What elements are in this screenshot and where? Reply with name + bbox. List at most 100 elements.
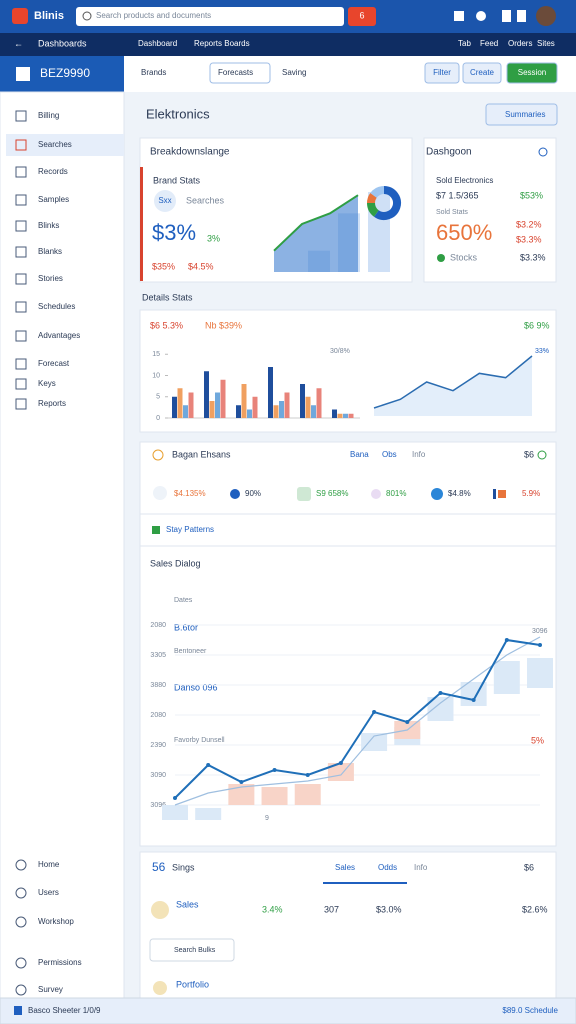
bar <box>337 413 343 418</box>
value: $2.6% <box>522 904 548 914</box>
summary-button[interactable] <box>485 103 558 126</box>
status-icon <box>537 450 547 460</box>
nav-icon <box>15 957 27 969</box>
sidebar-item[interactable]: Workshop <box>38 917 74 926</box>
stat: $4.135% <box>174 489 206 498</box>
toolbar-button[interactable] <box>462 62 502 84</box>
sidebar-item[interactable]: Blinks <box>38 221 59 230</box>
bar <box>268 367 273 418</box>
element <box>273 186 401 272</box>
sidebar-item[interactable]: Reports <box>38 399 66 408</box>
sidebar-item[interactable]: Advantages <box>38 331 80 340</box>
logo <box>12 8 28 24</box>
tab[interactable]: Bana <box>350 450 369 459</box>
y-tick-label: 3880 <box>150 682 166 689</box>
sidebar-item[interactable]: Survey <box>38 985 63 994</box>
sidebar-item[interactable]: Forecast <box>38 359 70 368</box>
point <box>239 780 244 785</box>
nav-icon <box>15 887 27 899</box>
search-box[interactable] <box>76 7 344 26</box>
annotation: Danso 096 <box>174 682 218 692</box>
sidebar-item[interactable]: Searches <box>38 140 72 149</box>
tab[interactable]: Info <box>412 450 426 459</box>
back-arrow: ← <box>14 38 23 48</box>
line <box>174 638 541 799</box>
icon <box>151 901 169 919</box>
sidebar-item[interactable]: Users <box>38 888 59 897</box>
label: Stay Patterns <box>166 525 214 534</box>
sidebar-item[interactable]: Samples <box>38 195 69 204</box>
stat: 5.9% <box>522 489 540 498</box>
y-tick-label: 10 <box>152 372 160 379</box>
chip-label: Sxx <box>158 196 171 205</box>
range-box <box>527 658 553 688</box>
point <box>504 638 509 642</box>
y-tick-label: 2080 <box>150 712 166 719</box>
nav-icon <box>15 859 27 871</box>
toolbar-button[interactable] <box>506 62 558 84</box>
dot <box>230 489 240 499</box>
card-title: Sales Dialog <box>150 558 201 568</box>
button-label[interactable]: Create <box>470 68 495 77</box>
label: 3096 <box>532 628 548 635</box>
sidebar-item[interactable]: Permissions <box>38 958 82 967</box>
sidebar-item[interactable]: Home <box>38 860 60 869</box>
nav-link[interactable]: Sites <box>537 39 555 48</box>
search-button[interactable] <box>149 938 235 962</box>
tab[interactable]: Obs <box>382 450 397 459</box>
point <box>338 761 343 765</box>
range-box <box>228 784 255 805</box>
small-value: 3% <box>207 233 220 243</box>
y-tick-label: 5 <box>156 394 160 401</box>
sidebar-item[interactable]: Billing <box>38 111 59 120</box>
summary-card <box>423 137 557 283</box>
value: Nb $39% <box>205 320 242 330</box>
sidebar-item[interactable]: Blanks <box>38 247 62 256</box>
nav-link[interactable]: Orders <box>508 39 532 48</box>
sidebar-item[interactable]: Keys <box>38 379 56 388</box>
sidebar-item[interactable]: Stories <box>38 274 63 283</box>
doc-icon <box>502 10 511 22</box>
button-label[interactable]: Filter <box>433 68 451 77</box>
point <box>471 698 476 702</box>
sidebar-item[interactable]: Schedules <box>38 302 75 311</box>
line <box>174 636 541 806</box>
nav-icon <box>15 166 27 178</box>
tab[interactable]: Sales <box>335 863 355 872</box>
trend-line <box>373 355 533 409</box>
tab[interactable]: Info <box>414 863 428 872</box>
nav-icon <box>15 220 27 232</box>
value: $6 <box>524 449 534 459</box>
nav-link[interactable]: Dashboard <box>138 39 177 48</box>
alert-count: 6 <box>359 10 364 20</box>
status-dot <box>437 254 445 262</box>
stat: $4.8% <box>448 489 471 498</box>
tab[interactable]: Odds <box>378 863 397 872</box>
doc-icon <box>517 10 526 22</box>
bar <box>273 405 279 418</box>
range-box <box>361 733 388 751</box>
alert-button[interactable] <box>348 7 376 26</box>
accent <box>140 167 143 281</box>
trend-area <box>374 356 532 416</box>
toolbar-button[interactable] <box>424 62 460 84</box>
point <box>538 642 542 647</box>
annotation: Favorby Dunsell <box>174 737 225 744</box>
sidebar-item[interactable]: Records <box>38 167 68 176</box>
nav-link[interactable]: Tab <box>458 39 471 48</box>
toolbar-tab[interactable]: Brands <box>141 68 166 77</box>
toolbar-tab[interactable]: Saving <box>282 68 306 77</box>
nav-link[interactable]: Feed <box>480 39 498 48</box>
button-label: Search Bulks <box>174 947 216 954</box>
tab-underline <box>323 882 407 884</box>
card-title: Bagan Ehsans <box>172 449 231 459</box>
label: Sold Stats <box>436 209 468 216</box>
value: $6 9% <box>524 320 550 330</box>
toolbar-tab[interactable]: Forecasts <box>218 68 253 77</box>
nav-link[interactable]: Reports Boards <box>194 39 250 48</box>
card-icon: 56 <box>152 860 166 874</box>
annotation: Bentoneer <box>174 648 207 655</box>
home-icon <box>454 11 464 21</box>
button-label[interactable]: Session <box>518 68 546 77</box>
y-tick-label: 0 <box>156 415 160 422</box>
